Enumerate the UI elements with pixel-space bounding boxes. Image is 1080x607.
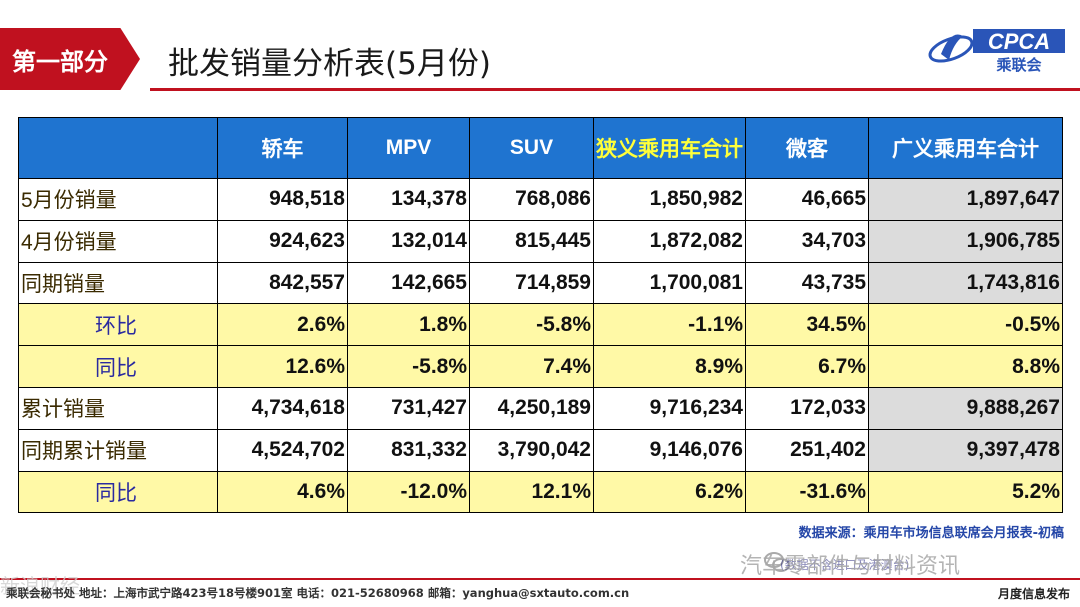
table-cell: 1,906,785	[868, 219, 1063, 263]
section-label: 第一部分	[0, 28, 140, 90]
table-cell: 2.6%	[217, 303, 348, 347]
logo-text: CPCA	[988, 29, 1050, 54]
table-cell: 6.7%	[745, 345, 869, 388]
source-note: 数据来源：乘用车市场信息联席会月报表-初稿	[798, 526, 1064, 541]
row-label: 同期累计销量	[18, 428, 218, 472]
header-cell-narrow-total: 狭义乘用车合计	[593, 117, 746, 179]
table-cell: 924,623	[217, 219, 348, 263]
table-cell: 4,734,618	[217, 386, 348, 430]
row-label: 同比	[18, 470, 218, 514]
table-cell: 9,888,267	[868, 386, 1063, 430]
table-row: 5月份销量 948,518 134,378 768,086 1,850,982 46,66…	[18, 178, 1063, 221]
cpca-logo: CPCA 乘联会	[923, 24, 1068, 74]
header-cell-mpv: MPV	[347, 117, 470, 179]
table-cell: 6.2%	[593, 470, 746, 514]
table-row: 同期销量 842,557 142,665 714,859 1,700,081 43,735…	[18, 261, 1063, 305]
table-cell: -0.5%	[868, 303, 1063, 347]
header-cell-suv: SUV	[469, 117, 594, 179]
table-row: 环比 2.6% 1.8% -5.8% -1.1% 34.5% -0.5%	[18, 303, 1063, 347]
cpca-logo-icon: CPCA 乘联会	[928, 29, 1065, 74]
table-cell: 1,897,647	[868, 178, 1063, 221]
table-cell: 12.1%	[469, 470, 594, 514]
table-cell: 172,033	[745, 386, 869, 430]
logo-sub: 乘联会	[995, 56, 1041, 74]
table-cell: -31.6%	[745, 470, 869, 514]
table-cell: 34.5%	[745, 303, 869, 347]
row-label: 4月份销量	[18, 219, 218, 263]
table-cell: 1,872,082	[593, 219, 746, 263]
table-cell: 251,402	[745, 428, 869, 472]
table-cell: 1,850,982	[593, 178, 746, 221]
table-cell: 5.2%	[868, 470, 1063, 514]
header-cell-minivan: 微客	[745, 117, 869, 179]
data-scope-note: (数据不含进口及港澳台)	[780, 558, 910, 572]
table-cell: 9,146,076	[593, 428, 746, 472]
table-cell: 7.4%	[469, 345, 594, 388]
table-row: 4月份销量 924,623 132,014 815,445 1,872,082 34,70…	[18, 219, 1063, 263]
table-cell: 43,735	[745, 261, 869, 305]
table-cell: 9,716,234	[593, 386, 746, 430]
row-label: 同期销量	[18, 261, 218, 305]
table-cell: 768,086	[469, 178, 594, 221]
table-row: 同比 12.6% -5.8% 7.4% 8.9% 6.7% 8.8%	[18, 345, 1063, 388]
table-cell: 4,524,702	[217, 428, 348, 472]
corner-watermark: 新浪财经	[0, 574, 80, 598]
footer-divider	[0, 578, 1080, 580]
footer-release-label: 月度信息发布	[997, 587, 1070, 601]
header-cell-blank	[18, 117, 218, 179]
row-label: 5月份销量	[18, 178, 218, 221]
row-label: 同比	[18, 345, 218, 388]
table-cell: 8.9%	[593, 345, 746, 388]
table-cell: 948,518	[217, 178, 348, 221]
table-cell: 142,665	[347, 261, 470, 305]
table-cell: 4.6%	[217, 470, 348, 514]
table-cell: 831,332	[347, 428, 470, 472]
table-cell: 1,700,081	[593, 261, 746, 305]
table-cell: 842,557	[217, 261, 348, 305]
watermark-text: 汽车零部件与材料资讯	[740, 554, 961, 579]
page-title: 批发销量分析表(5月份)	[168, 46, 491, 82]
table-cell: -5.8%	[469, 303, 594, 347]
header-divider	[150, 88, 1080, 91]
table-cell: 3,790,042	[469, 428, 594, 472]
table-row: 同比 4.6% -12.0% 12.1% 6.2% -31.6% 5.2%	[18, 470, 1063, 514]
table-cell: 12.6%	[217, 345, 348, 388]
table-cell: 132,014	[347, 219, 470, 263]
table-cell: 46,665	[745, 178, 869, 221]
table-cell: 731,427	[347, 386, 470, 430]
wechat-icon	[764, 552, 790, 572]
table-cell: 134,378	[347, 178, 470, 221]
table-cell: -12.0%	[347, 470, 470, 514]
table-cell: 714,859	[469, 261, 594, 305]
table-cell: 4,250,189	[469, 386, 594, 430]
row-label: 环比	[18, 303, 218, 347]
table-cell: 8.8%	[868, 345, 1063, 388]
sales-table-wrap: 轿车 MPV SUV 狭义乘用车合计 微客 广义乘用车合计 5月份销量 948,5…	[18, 117, 1063, 514]
table-cell: 9,397,478	[868, 428, 1063, 472]
table-cell: 1,743,816	[868, 261, 1063, 305]
table-cell: -5.8%	[347, 345, 470, 388]
footer-contact: 乘联会秘书处 地址：上海市武宁路423号18号楼901室 电话：021-5268…	[6, 586, 630, 600]
header-cell-broad-total: 广义乘用车合计	[868, 117, 1063, 179]
table-row: 同期累计销量 4,524,702 831,332 3,790,042 9,146,076…	[18, 428, 1063, 472]
sales-analysis-table: 轿车 MPV SUV 狭义乘用车合计 微客 广义乘用车合计 5月份销量 948,5…	[18, 117, 1063, 514]
row-label: 累计销量	[18, 386, 218, 430]
table-cell: 34,703	[745, 219, 869, 263]
table-header-row: 轿车 MPV SUV 狭义乘用车合计 微客 广义乘用车合计	[18, 117, 1063, 179]
header-cell-sedan: 轿车	[217, 117, 348, 179]
table-cell: 1.8%	[347, 303, 470, 347]
table-row: 累计销量 4,734,618 731,427 4,250,189 9,716,234 17…	[18, 386, 1063, 430]
table-cell: -1.1%	[593, 303, 746, 347]
table-cell: 815,445	[469, 219, 594, 263]
